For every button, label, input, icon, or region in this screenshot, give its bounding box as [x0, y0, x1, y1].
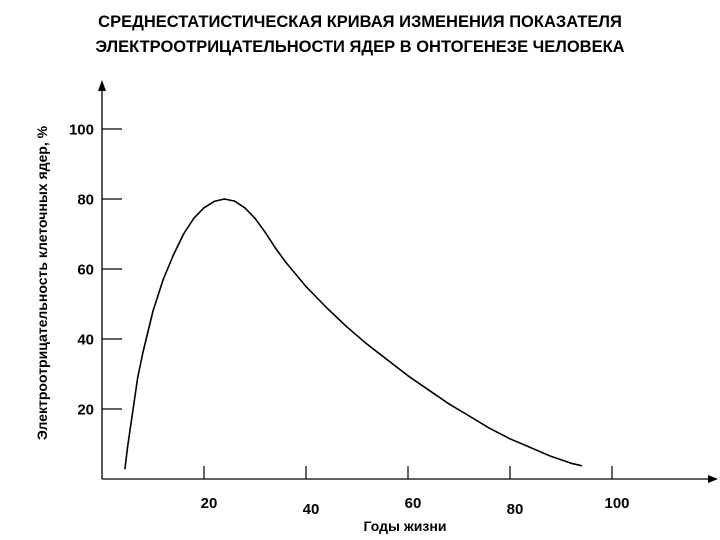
x-axis-arrowhead — [708, 475, 718, 483]
data-point — [407, 374, 409, 377]
data-point — [570, 462, 572, 465]
y-axis-arrowhead — [98, 80, 106, 91]
x-tick-label: 40 — [303, 501, 320, 518]
data-point — [346, 325, 348, 328]
data-point — [233, 200, 236, 202]
data-point — [386, 359, 389, 361]
data-point — [244, 206, 246, 209]
y-tick-label: 40 — [77, 332, 94, 349]
data-point — [264, 231, 267, 234]
x-tick-label: 60 — [405, 495, 422, 512]
data-series-line — [124, 198, 583, 470]
data-point — [152, 310, 154, 312]
x-axis-label: Годы жизни — [363, 518, 447, 534]
data-point — [366, 343, 369, 346]
data-point — [284, 261, 287, 263]
x-tick-label: 100 — [604, 495, 629, 512]
data-point — [580, 464, 583, 467]
data-point — [193, 217, 195, 220]
data-point — [509, 437, 511, 440]
data-point — [124, 467, 126, 470]
data-point — [223, 198, 226, 200]
data-point — [254, 217, 256, 220]
data-point — [274, 247, 277, 249]
y-axis-label: Электроотрицательность клеточных ядер, % — [34, 125, 50, 441]
data-point — [468, 415, 471, 417]
y-tick-label: 100 — [69, 122, 94, 139]
data-point — [126, 446, 129, 449]
x-tick-label: 20 — [201, 495, 218, 512]
y-tick-label: 20 — [77, 402, 94, 419]
x-tick-label: 80 — [507, 501, 524, 518]
data-point — [305, 285, 307, 288]
data-point — [325, 306, 328, 309]
data-point — [203, 206, 205, 209]
data-point — [182, 233, 185, 235]
data-point — [172, 254, 175, 256]
data-point — [131, 411, 134, 414]
chart-title-line-2: ЭЛЕКТРООТРИЦАТЕЛЬНОСТИ ЯДЕР В ОНТОГЕНЕЗЕ… — [95, 38, 625, 56]
data-point — [529, 446, 532, 449]
y-tick-label: 80 — [77, 192, 94, 209]
chart-title: СРЕДНЕСТАТИСТИЧЕСКАЯ КРИВАЯ ИЗМЕНЕНИЯ ПО… — [0, 10, 720, 60]
chart-title-line-1: СРЕДНЕСТАТИСТИЧЕСКАЯ КРИВАЯ ИЗМЕНЕНИЯ ПО… — [98, 13, 622, 31]
data-point — [136, 376, 139, 379]
y-tick-label: 60 — [77, 262, 94, 279]
data-point — [162, 278, 164, 281]
data-point — [213, 200, 215, 203]
data-point — [427, 388, 430, 391]
data-point — [550, 455, 552, 458]
data-point — [488, 427, 491, 430]
data-point — [448, 402, 450, 405]
data-point — [142, 352, 144, 354]
